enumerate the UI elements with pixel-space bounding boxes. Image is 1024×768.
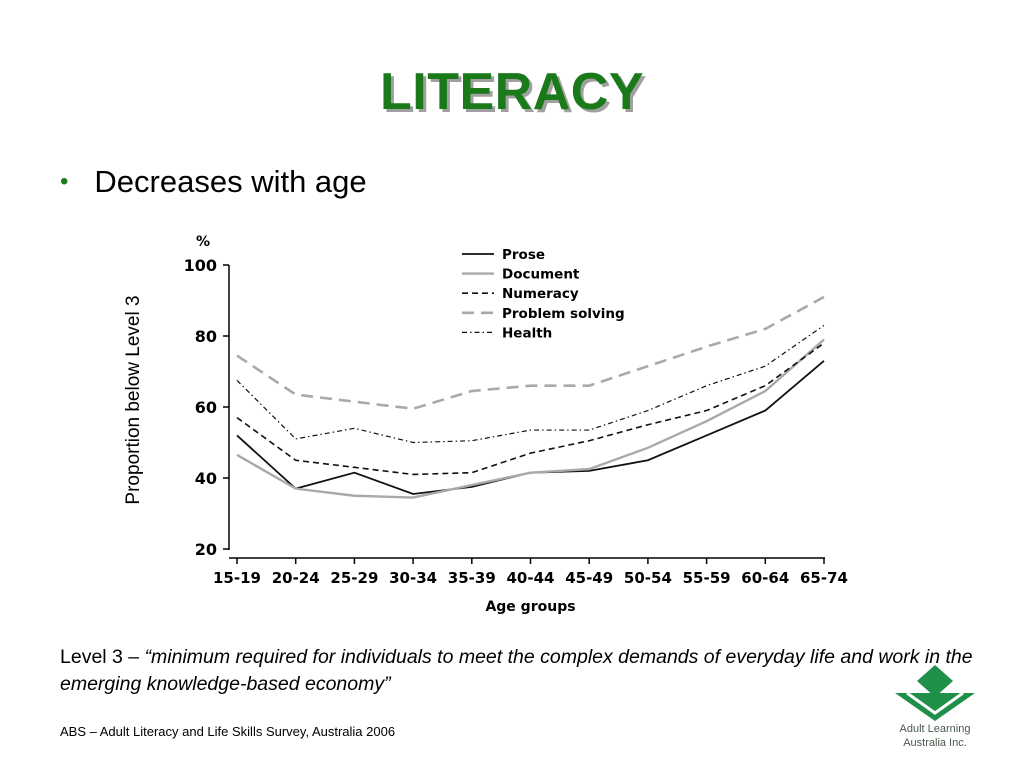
x-tick-label: 20-24 <box>272 569 320 587</box>
y-unit-label: % <box>196 234 210 250</box>
legend-label: Problem solving <box>502 306 625 322</box>
x-tick-label: 60-64 <box>741 569 789 587</box>
x-tick-label: 25-29 <box>330 569 378 587</box>
bullet-point: • Decreases with age <box>60 164 367 200</box>
x-tick-label: 65-74 <box>800 569 848 587</box>
x-tick-label: 15-19 <box>213 569 261 587</box>
x-axis-label: Age groups <box>485 599 575 615</box>
bullet-icon: • <box>60 168 69 195</box>
x-tick-label: 35-39 <box>448 569 496 587</box>
chart-legend: Prose Document Numeracy Problem solving Heal… <box>462 247 625 341</box>
y-tick-label: 60 <box>195 398 217 417</box>
legend-label: Numeracy <box>502 286 579 302</box>
x-tick-label: 40-44 <box>507 569 555 587</box>
series-line-numeracy <box>236 342 825 476</box>
y-tick-label: 40 <box>195 469 217 488</box>
y-tick-label: 80 <box>195 327 217 346</box>
x-tick-label: 30-34 <box>389 569 437 587</box>
legend-label: Health <box>502 325 552 341</box>
logo-line-1: Adult Learning <box>899 723 971 735</box>
quote-text: “minimum required for individuals to mee… <box>60 646 973 695</box>
y-tick-label: 20 <box>195 540 217 559</box>
line-chart: 20 40 60 80 100% 15-19 20-24 25-29 30-34 35-39 40-… <box>184 234 848 615</box>
chart-series <box>236 295 825 499</box>
logo-line-2: Australia Inc. <box>903 737 967 749</box>
legend-label: Document <box>502 267 580 283</box>
quote-prefix: Level 3 – <box>60 646 145 668</box>
legend-label: Prose <box>502 247 545 263</box>
level3-definition: Level 3 – “minimum required for individu… <box>60 644 980 698</box>
series-line-health <box>236 324 825 444</box>
series-line-prose <box>236 360 825 495</box>
source-citation: ABS – Adult Literacy and Life Skills Sur… <box>60 724 396 739</box>
bullet-text: Decreases with age <box>94 164 367 199</box>
logo-text: Adult Learning Australia Inc. <box>878 722 992 750</box>
x-tick-label: 50-54 <box>624 569 672 587</box>
series-line-problem-solving <box>236 295 825 411</box>
x-tick-label: 55-59 <box>683 569 731 587</box>
slide-title: LITERACY <box>380 63 644 121</box>
series-line-document <box>236 338 825 499</box>
chart-axes: 20 40 60 80 100% 15-19 20-24 25-29 30-34 35-39 40-… <box>184 234 848 615</box>
x-tick-label: 45-49 <box>565 569 613 587</box>
ala-logo-icon <box>895 665 975 721</box>
y-tick-label: 100 <box>184 256 217 275</box>
